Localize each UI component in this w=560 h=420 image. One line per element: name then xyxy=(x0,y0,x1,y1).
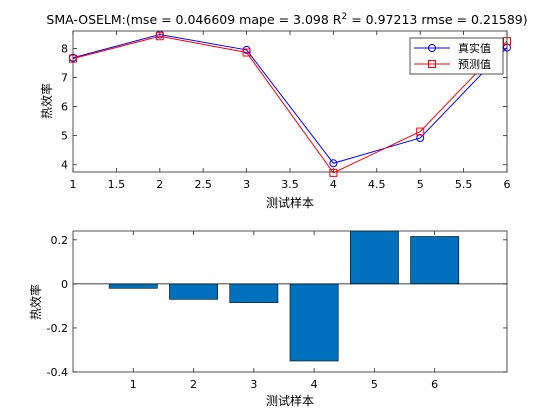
bar-ytick-label: 0.2 xyxy=(51,234,69,247)
data-point-pred xyxy=(329,168,338,177)
bar-xtick-label: 2 xyxy=(190,378,197,391)
line-xtick-label: 2 xyxy=(156,178,163,191)
bar-xtick-label: 1 xyxy=(130,378,137,391)
bar-marks xyxy=(73,230,507,362)
bar xyxy=(349,230,399,285)
legend-label-pred: 预测值 xyxy=(458,58,491,71)
line-chart: SMA-OSELM:(mse = 0.046609 mape = 3.098 R… xyxy=(39,12,528,210)
line-xtick-label: 5.5 xyxy=(455,178,473,191)
line-ylabel: 热效率 xyxy=(39,83,54,119)
data-point-true xyxy=(329,159,338,168)
bar-ytick-label: -0.2 xyxy=(47,322,68,335)
line-chart-title: SMA-OSELM:(mse = 0.046609 mape = 3.098 R… xyxy=(46,12,527,27)
legend: 真实值 预测值 xyxy=(409,37,504,75)
bar-xtick-label: 6 xyxy=(431,378,438,391)
legend-marker-true xyxy=(428,44,436,52)
bar-ytick-label: 0 xyxy=(61,278,68,291)
data-point-pred xyxy=(416,127,425,136)
bar-plot-frame xyxy=(72,230,508,373)
line-xtick-label: 2.5 xyxy=(194,178,212,191)
line-xtick-label: 5 xyxy=(417,178,424,191)
bar xyxy=(108,283,158,289)
bar-ticks: -0.4 -0.2 0 0.2 1 2 3 4 5 6 xyxy=(47,231,507,391)
legend-marker-pred xyxy=(428,60,436,68)
legend-label-true: 真实值 xyxy=(458,41,491,55)
line-ytick-label: 7 xyxy=(61,72,68,85)
series-line-2 xyxy=(72,35,508,174)
bar xyxy=(289,283,339,362)
bar-ytick-label: -0.4 xyxy=(47,366,68,379)
line-ytick-label: 6 xyxy=(61,101,68,114)
bar-ylabel: 热效率 xyxy=(28,284,43,320)
line-xtick-label: 4 xyxy=(330,178,337,191)
line-xtick-label: 1 xyxy=(70,178,77,191)
line-ytick-label: 5 xyxy=(61,130,68,143)
line-xlabel: 测试样本 xyxy=(266,195,314,210)
bar-xtick-label: 4 xyxy=(311,378,318,391)
line-xtick-label: 3 xyxy=(243,178,250,191)
line-xtick-label: 4.5 xyxy=(368,178,386,191)
line-xtick-label: 6 xyxy=(504,178,511,191)
bar-xtick-label: 5 xyxy=(371,378,378,391)
bar-xlabel: 测试样本 xyxy=(266,393,314,408)
line-xtick-label: 1.5 xyxy=(108,178,126,191)
data-point-true xyxy=(416,133,425,142)
line-plot-frame xyxy=(72,30,508,173)
bar xyxy=(169,283,218,300)
line-ytick-label: 8 xyxy=(61,42,68,55)
series-line-1 xyxy=(72,33,508,164)
line-ytick-label: 4 xyxy=(61,159,68,172)
bar-chart: -0.4 -0.2 0 0.2 1 2 3 4 5 6 测试样本 热效率 xyxy=(28,230,508,408)
bar-xtick-label: 3 xyxy=(250,378,257,391)
data-point-pred xyxy=(242,48,251,57)
data-point-pred xyxy=(155,32,164,41)
bar xyxy=(410,236,460,285)
bar xyxy=(229,283,279,303)
legend-box xyxy=(409,37,504,75)
line-ticks: 1 1.5 2 2.5 3 3.5 4 4.5 5 5.5 6 4 5 6 7 8 xyxy=(61,31,511,191)
line-xtick-label: 3.5 xyxy=(281,178,299,191)
